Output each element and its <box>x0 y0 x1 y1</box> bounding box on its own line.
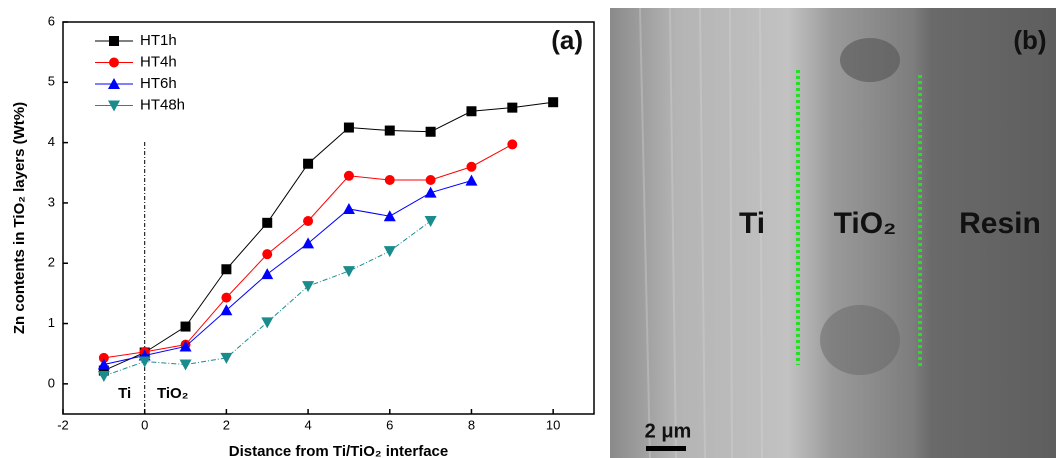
marker <box>180 360 192 371</box>
panel-label: (a) <box>551 25 583 55</box>
y-tick-label: 2 <box>48 255 55 270</box>
marker <box>302 281 314 292</box>
series-line <box>104 221 431 376</box>
marker <box>426 127 436 137</box>
marker <box>303 159 313 169</box>
marker <box>465 175 477 186</box>
x-tick-label: 0 <box>141 417 148 432</box>
marker <box>343 266 355 277</box>
y-axis-label: Zn contents in TiO₂ layers (Wt%) <box>11 102 28 334</box>
marker <box>261 268 273 279</box>
marker <box>261 317 273 328</box>
y-tick-label: 5 <box>48 74 55 89</box>
marker <box>262 249 272 259</box>
scale-bar-label: 2 μm <box>645 420 692 442</box>
marker <box>425 187 437 198</box>
marker <box>466 162 476 172</box>
marker <box>181 322 191 332</box>
panel-label: (b) <box>1013 25 1046 55</box>
legend-marker <box>109 58 119 68</box>
marker <box>303 216 313 226</box>
marker <box>507 139 517 149</box>
marker <box>507 103 517 113</box>
y-tick-label: 4 <box>48 134 55 149</box>
scale-bar <box>646 446 686 451</box>
region-label: Ti <box>739 207 765 240</box>
marker <box>548 97 558 107</box>
legend-label: HT1h <box>140 32 177 49</box>
x-axis-label: Distance from Ti/TiO₂ interface <box>229 443 449 458</box>
marker <box>343 203 355 214</box>
region-label: Ti <box>118 385 131 402</box>
marker <box>344 171 354 181</box>
x-tick-label: 10 <box>546 417 560 432</box>
legend-label: HT6h <box>140 75 177 92</box>
legend-label: HT4h <box>140 53 177 70</box>
series-line <box>104 102 553 370</box>
x-tick-label: 2 <box>223 417 230 432</box>
marker <box>385 126 395 136</box>
marker <box>384 246 396 257</box>
y-tick-label: 3 <box>48 194 55 209</box>
series-line <box>104 144 512 357</box>
marker <box>466 106 476 116</box>
marker <box>262 218 272 228</box>
image-panel: (b) Ti TiO₂ Resin 2 μm <box>610 8 1056 458</box>
series-line <box>104 181 472 365</box>
marker <box>425 216 437 227</box>
marker <box>385 175 395 185</box>
region-label: TiO₂ <box>157 385 188 402</box>
region-label: Resin <box>959 207 1041 240</box>
region-label: TiO₂ <box>834 207 897 240</box>
marker <box>302 237 314 248</box>
y-tick-label: 6 <box>48 13 55 28</box>
y-tick-label: 0 <box>48 375 55 390</box>
marker <box>221 293 231 303</box>
blob <box>820 305 900 375</box>
marker <box>221 264 231 274</box>
blob <box>840 38 900 82</box>
legend-marker <box>109 36 119 46</box>
legend-label: HT48h <box>140 96 185 113</box>
x-tick-label: 8 <box>468 417 475 432</box>
marker <box>426 175 436 185</box>
x-tick-label: 4 <box>304 417 311 432</box>
y-tick-label: 1 <box>48 315 55 330</box>
x-tick-label: 6 <box>386 417 393 432</box>
marker <box>98 371 110 382</box>
figure: -2 0 2 4 6 8 10 0 1 2 3 4 5 6 Zn contents in TiO₂ laye… <box>0 0 1056 458</box>
chart-panel: -2 0 2 4 6 8 10 0 1 2 3 4 5 6 Zn contents in TiO₂ laye… <box>11 13 594 458</box>
marker <box>344 123 354 133</box>
x-tick-label: -2 <box>57 417 69 432</box>
